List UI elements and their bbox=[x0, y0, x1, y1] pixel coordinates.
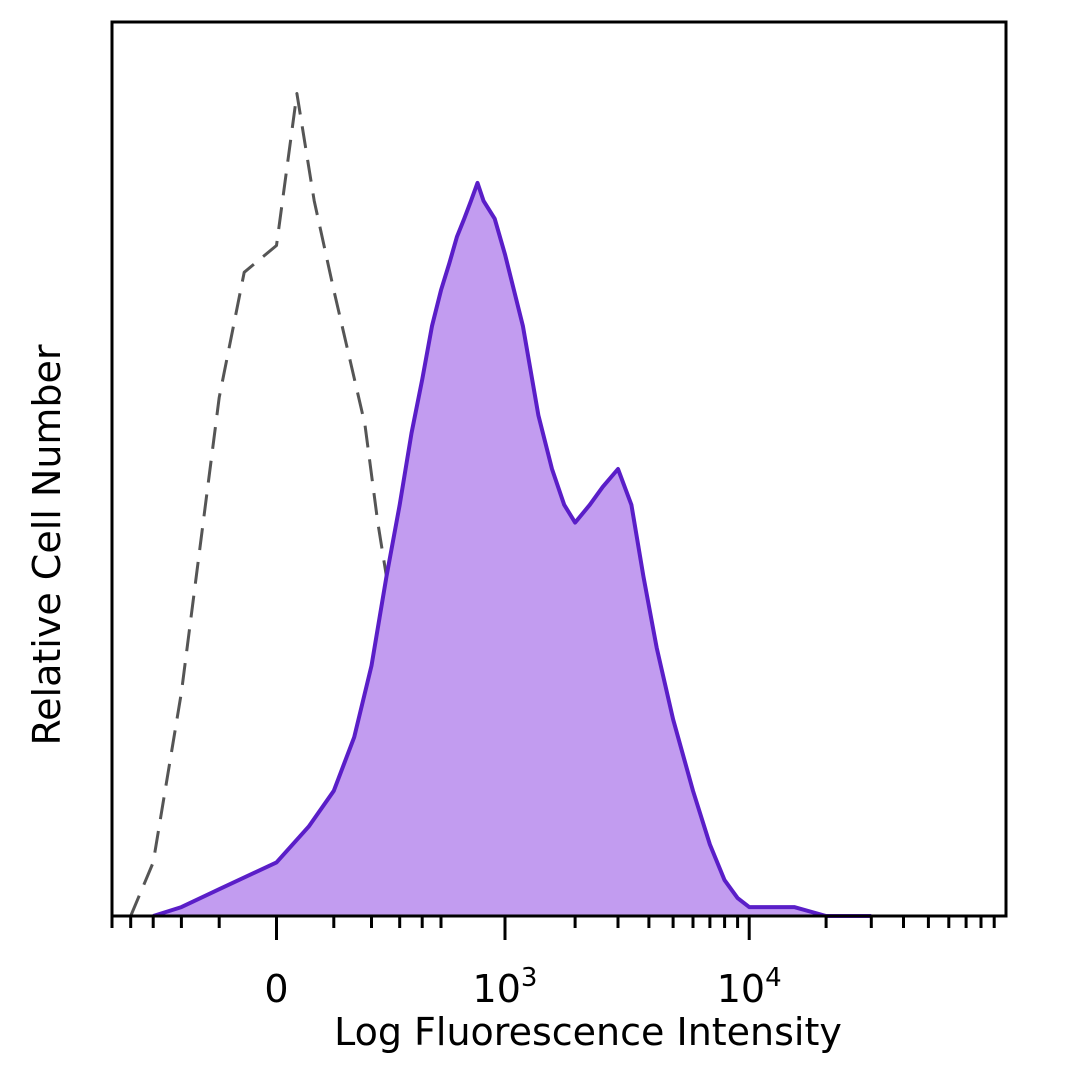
x-tick-label: 0 bbox=[264, 967, 288, 1011]
series-1-line bbox=[152, 180, 872, 918]
series-layer bbox=[129, 92, 872, 918]
series-1-area bbox=[153, 182, 872, 916]
plot-frame bbox=[110, 20, 1008, 918]
x-tick-label: 103 bbox=[473, 963, 538, 1011]
y-axis-label: Relative Cell Number bbox=[25, 344, 69, 745]
x-axis-ticks: 0 103 104 bbox=[110, 916, 996, 1011]
x-axis-label: Log Fluorescence Intensity bbox=[334, 1010, 842, 1054]
x-tick-label: 104 bbox=[717, 963, 782, 1011]
